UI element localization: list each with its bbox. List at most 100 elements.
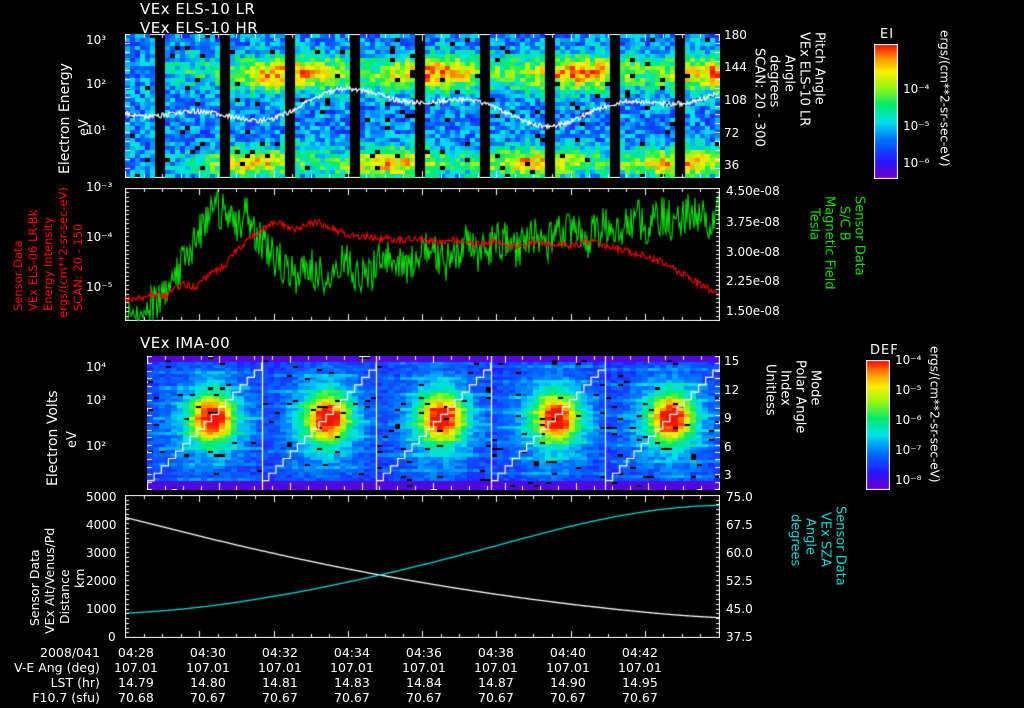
table-cell: 70.67 (622, 690, 658, 705)
table-cell: 107.01 (258, 660, 302, 675)
table-row: 2008/041 04:28 04:30 04:32 04:34 04:36 04:38 04… (14, 645, 676, 660)
panel4-left-label-3: km (72, 568, 87, 588)
panel3-ytick-1: 10³ (86, 393, 107, 407)
panel1-right-tick-4: 36 (724, 158, 740, 172)
table-cell: 04:30 (189, 645, 226, 660)
panel3-right-label-2: Index (777, 370, 793, 406)
panel1-title-hr: VEx ELS-10 HR (140, 19, 259, 37)
table-cell: 70.68 (118, 690, 154, 705)
panel2-left-label-3: ergs/(cm**2-sr-sec-eV) (56, 187, 70, 318)
panel3-right-label-3: Unitless (762, 364, 778, 416)
energy-intensity-bfield-plot (125, 188, 720, 321)
panel4-right-label-2: Angle (802, 518, 818, 555)
table-cell: 14.84 (406, 675, 442, 690)
panel1-right-tick-1: 144 (724, 60, 747, 74)
panel2-right-tick-1: 3.75e-08 (726, 215, 780, 229)
table-row: V-E Ang (deg) 107.01 107.01 107.01 107.01 107… (14, 660, 676, 675)
panel1-ytick-2: 10¹ (86, 123, 107, 137)
table-cell: 14.80 (190, 675, 226, 690)
colorbar-def-tick-2: 10⁻⁶ (895, 413, 922, 427)
colorbar-def-tick-3: 10⁻⁷ (895, 443, 922, 457)
panel3-right-tick-2: 9 (724, 411, 732, 425)
colorbar-def-title: DEF (870, 343, 899, 358)
table-cell: 14.95 (622, 675, 658, 690)
panel1-right-label-1: VEx ELS-10 LR (796, 32, 812, 127)
panel4-right-label-1: VEx SZA (817, 512, 833, 567)
panel1-y-axis-label: Electron Energy (57, 63, 73, 174)
panel2-right-label-0: Sensor Data (851, 196, 867, 276)
table-cell: 04:40 (549, 645, 586, 660)
table-row: F10.7 (sfu) 70.68 70.67 70.67 70.67 70.67 70.6… (14, 690, 676, 705)
table-cell: 14.83 (334, 675, 370, 690)
table-cell: 04:38 (477, 645, 514, 660)
panel4-right-tick-3: 52.5 (726, 574, 753, 588)
panel4-left-label-2: Distance (57, 569, 72, 624)
panel4-right-tick-5: 37.5 (726, 630, 753, 644)
table-cell: 04:36 (405, 645, 442, 660)
panel4-right-tick-0: 75.0 (726, 490, 753, 504)
panel4-left-label-1: VEx Alt/Venus/Pd (42, 527, 57, 634)
panel2-ytick-1: 10⁻⁴ (86, 230, 113, 244)
table-cell: 04:34 (333, 645, 370, 660)
colorbar-ei-tick-1: 10⁻⁵ (903, 119, 930, 133)
table-cell: 04:42 (621, 645, 658, 660)
panel2-right-label-2: Magnetic Field (821, 196, 837, 290)
panel1-right-label-3: degrees (766, 55, 782, 108)
panel2-left-label-1: VEx ELS-06 LR-Bk (26, 209, 40, 311)
table-cell: 70.67 (550, 690, 586, 705)
electron-energy-spectrogram (125, 34, 720, 178)
colorbar-ei (874, 44, 898, 179)
table-cell: 107.01 (546, 660, 590, 675)
table-cell: 04:28 (117, 645, 154, 660)
table-cell: 14.81 (262, 675, 298, 690)
panel2-right-label-3: Tesla (806, 208, 822, 241)
table-cell: 107.01 (330, 660, 374, 675)
table-cell: 14.87 (478, 675, 514, 690)
panel2-scan-range: SCAN: 20 - 150 (71, 223, 85, 311)
panel4-ytick-0: 5000 (86, 490, 117, 504)
table-cell: 70.67 (262, 690, 298, 705)
panel1-title-lr: VEx ELS-10 LR (140, 0, 256, 18)
panel2-ytick-2: 10⁻⁵ (86, 280, 113, 294)
panel4-right-label-0: Sensor Data (832, 506, 848, 586)
table-cell: 14.79 (118, 675, 154, 690)
table-row-label: 2008/041 (40, 645, 100, 660)
panel3-right-tick-0: 15 (724, 354, 740, 368)
panel1-right-tick-2: 108 (724, 93, 747, 107)
panel2-right-tick-0: 4.50e-08 (726, 184, 780, 198)
altitude-sza-plot (125, 495, 720, 638)
panel1-scan-range: SCAN: 20 - 300 (751, 48, 767, 147)
panel1-right-label-2: Angle (781, 55, 797, 92)
panel3-right-tick-1: 12 (724, 383, 740, 397)
panel3-right-label-1: Polar Angle (792, 360, 808, 434)
panel3-right-tick-4: 3 (724, 468, 732, 482)
panel2-left-label-0: Sensor Data (11, 240, 25, 311)
panel3-y-axis-units: eV (65, 431, 80, 448)
table-cell: 107.01 (474, 660, 518, 675)
panel1-ytick-1: 10² (86, 77, 107, 91)
panel4-left-label-0: Sensor Data (27, 549, 42, 626)
table-cell: 70.67 (478, 690, 514, 705)
table-cell: 14.90 (550, 675, 586, 690)
table-cell: 70.67 (190, 690, 226, 705)
panel2-left-label-2: Energy Intensity (41, 217, 55, 311)
panel4-right-tick-2: 60.0 (726, 546, 753, 560)
panel4-right-tick-4: 45.0 (726, 602, 753, 616)
colorbar-def (866, 360, 890, 490)
panel4-right-tick-1: 67.5 (726, 518, 753, 532)
panel4-ytick-2: 3000 (86, 546, 117, 560)
panel1-right-tick-0: 180 (724, 28, 747, 42)
colorbar-def-tick-0: 10⁻⁴ (895, 353, 922, 367)
colorbar-def-tick-4: 10⁻⁸ (895, 473, 922, 487)
table-cell: 107.01 (618, 660, 662, 675)
panel4-ytick-4: 1000 (86, 602, 117, 616)
colorbar-def-tick-1: 10⁻⁵ (895, 383, 922, 397)
table-row: LST (hr) 14.79 14.80 14.81 14.83 14.84 14.87 14… (14, 675, 676, 690)
table-row-label: LST (hr) (50, 675, 100, 690)
panel4-ytick-1: 4000 (86, 518, 117, 532)
colorbar-ei-tick-0: 10⁻⁴ (903, 82, 930, 96)
panel2-right-tick-2: 3.00e-08 (726, 245, 780, 259)
bottom-parameter-table: 2008/041 04:28 04:30 04:32 04:34 04:36 04:38 04… (14, 645, 676, 705)
panel2-right-tick-4: 1.50e-08 (726, 304, 780, 318)
panel2-ytick-0: 10⁻³ (86, 180, 113, 194)
